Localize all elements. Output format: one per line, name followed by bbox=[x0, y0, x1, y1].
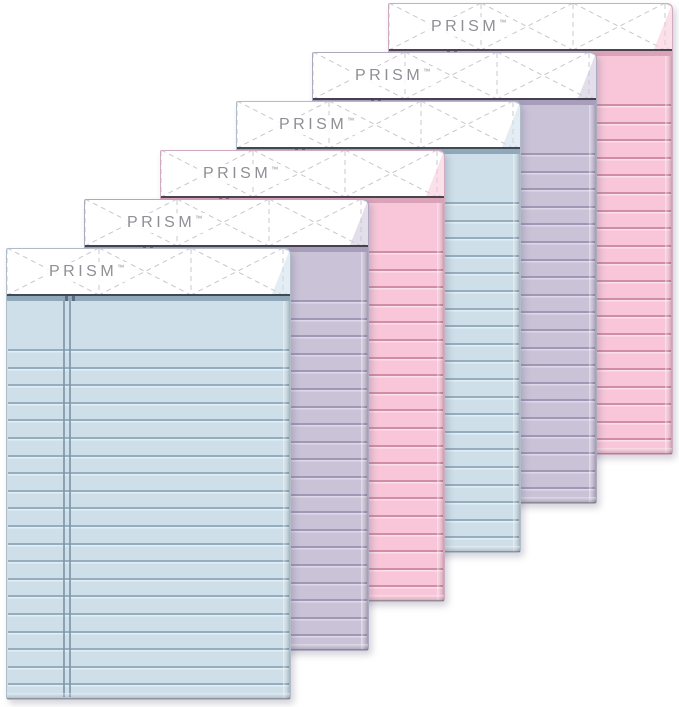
rule-line bbox=[8, 384, 289, 387]
rule-line bbox=[8, 419, 289, 422]
trademark-symbol: ™ bbox=[117, 264, 125, 272]
corner-fold bbox=[578, 53, 596, 98]
trademark-symbol: ™ bbox=[271, 166, 279, 174]
rule-line bbox=[8, 613, 289, 615]
stitch-mark bbox=[72, 296, 75, 301]
trademark-symbol: ™ bbox=[499, 19, 507, 27]
brand-logo: PRISM™ bbox=[121, 212, 209, 233]
rule-line bbox=[8, 472, 289, 475]
brand-text: PRISM bbox=[279, 115, 348, 133]
pad-cover-header: PRISM™ bbox=[389, 4, 672, 49]
rule-line bbox=[8, 437, 289, 439]
corner-fold bbox=[502, 102, 520, 147]
pad-cover-header: PRISM™ bbox=[313, 53, 596, 98]
glue-binding-strip bbox=[7, 294, 290, 301]
corner-fold bbox=[272, 249, 290, 294]
corner-fold bbox=[350, 200, 368, 245]
margin-line bbox=[63, 301, 65, 697]
brand-logo: PRISM™ bbox=[43, 261, 131, 282]
pad-cover-header: PRISM™ bbox=[85, 200, 368, 245]
stitch-mark bbox=[65, 296, 68, 301]
rule-line bbox=[8, 648, 289, 651]
rule-line bbox=[8, 683, 289, 686]
brand-text: PRISM bbox=[355, 66, 424, 84]
brand-text: PRISM bbox=[203, 164, 272, 182]
trademark-symbol: ™ bbox=[195, 215, 203, 223]
pad-cover-header: PRISM™ bbox=[237, 102, 520, 147]
rule-line bbox=[8, 401, 289, 404]
rule-line bbox=[8, 525, 289, 527]
paper-stack-bottom-edge bbox=[7, 693, 290, 699]
margin-line bbox=[69, 301, 71, 697]
rule-line bbox=[8, 630, 289, 633]
brand-text: PRISM bbox=[49, 262, 118, 280]
trademark-symbol: ™ bbox=[347, 117, 355, 125]
rule-line bbox=[8, 507, 289, 510]
brand-logo: PRISM™ bbox=[349, 65, 437, 86]
rule-line bbox=[8, 366, 289, 369]
rule-line bbox=[8, 349, 289, 351]
notepad-pad-1-blue-front: PRISM™ bbox=[6, 248, 291, 700]
rule-line bbox=[8, 560, 289, 563]
rule-line bbox=[8, 665, 289, 668]
rule-line bbox=[8, 577, 289, 580]
brand-logo: PRISM™ bbox=[273, 114, 361, 135]
pad-cover-header: PRISM™ bbox=[161, 151, 444, 196]
rule-line bbox=[8, 595, 289, 598]
brand-text: PRISM bbox=[431, 17, 500, 35]
pad-cover-header: PRISM™ bbox=[7, 249, 290, 294]
brand-logo: PRISM™ bbox=[197, 163, 285, 184]
rule-line bbox=[8, 542, 289, 545]
rule-line bbox=[8, 489, 289, 492]
brand-logo: PRISM™ bbox=[425, 16, 513, 37]
brand-text: PRISM bbox=[127, 213, 196, 231]
corner-fold bbox=[654, 4, 672, 49]
trademark-symbol: ™ bbox=[423, 68, 431, 76]
corner-fold bbox=[426, 151, 444, 196]
rule-line bbox=[8, 454, 289, 457]
